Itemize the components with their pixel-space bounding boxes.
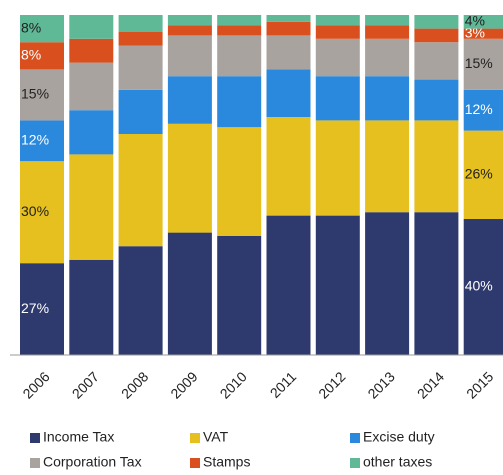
bar-segment: [266, 69, 311, 117]
bar-segment: [414, 15, 459, 29]
bar-segment: [463, 38, 503, 90]
bar-segment: [118, 89, 163, 134]
x-tick-label: 2011: [267, 368, 300, 401]
x-tick-label: 2009: [167, 368, 200, 401]
bar-segment: [315, 215, 360, 355]
data-label: 15%: [465, 55, 493, 71]
x-tick-label: 2007: [69, 368, 102, 401]
bar-segment: [414, 28, 459, 43]
bar-segment: [463, 130, 503, 219]
bar-segment: [20, 263, 64, 355]
legend-swatch: [190, 433, 200, 443]
bar-segment: [463, 89, 503, 131]
bar-segment: [365, 38, 410, 77]
data-label: 30%: [21, 203, 49, 219]
bar-segment: [365, 15, 410, 26]
bar-segment: [118, 15, 163, 32]
bar-segment: [118, 32, 163, 46]
bar-segment: [365, 120, 410, 213]
bar-segment: [167, 123, 212, 233]
bar-segment: [69, 259, 114, 355]
bar-segment: [217, 15, 262, 26]
data-label: 40%: [465, 278, 493, 294]
bar-segment: [69, 154, 114, 260]
x-tick-label: 2006: [19, 368, 52, 401]
data-label: 8%: [21, 19, 41, 35]
data-label: 12%: [21, 132, 49, 148]
bar-segment: [365, 212, 410, 355]
x-tick-label: 2008: [118, 368, 151, 401]
bar-segment: [315, 25, 360, 39]
bar-segment: [414, 212, 459, 355]
bar-segment: [20, 69, 64, 121]
bar-segment: [414, 42, 459, 80]
bar-segment: [266, 21, 311, 36]
bar-segment: [463, 15, 503, 29]
legend-swatch: [190, 458, 200, 468]
x-tick-label: 2010: [217, 368, 250, 401]
legend-label: Excise duty: [363, 429, 435, 445]
bar-segment: [167, 35, 212, 77]
bar-segment: [69, 15, 114, 39]
bar-segment: [463, 219, 503, 355]
data-label: 12%: [465, 101, 493, 117]
bar-segment: [315, 15, 360, 26]
legend-swatch: [350, 458, 360, 468]
bar-segment: [167, 232, 212, 355]
bar-segment: [217, 25, 262, 36]
bar-segment: [315, 38, 360, 77]
x-tick-label: 2015: [463, 368, 496, 401]
bar-segment: [118, 134, 163, 247]
bar-segment: [365, 76, 410, 121]
legend-label: Income Tax: [43, 429, 114, 445]
bar-segment: [217, 76, 262, 128]
data-label: 27%: [21, 300, 49, 316]
legend-label: VAT: [203, 429, 229, 445]
bar-segment: [167, 76, 212, 124]
bar-segment: [20, 15, 64, 43]
legend-swatch: [30, 433, 40, 443]
bar-segment: [20, 120, 64, 162]
bar-segment: [414, 79, 459, 121]
bar-segment: [20, 161, 64, 264]
bar-segment: [266, 215, 311, 355]
bar-segment: [69, 38, 114, 63]
bar-segment: [69, 110, 114, 155]
legend-swatch: [350, 433, 360, 443]
bar-segment: [167, 25, 212, 36]
data-label: 15%: [21, 86, 49, 102]
bar-segment: [266, 35, 311, 70]
bar-segment: [266, 15, 311, 22]
bar-segment: [118, 246, 163, 355]
bar-segment: [118, 45, 163, 90]
bar-segment: [217, 35, 262, 77]
x-tick-label: 2014: [414, 368, 447, 401]
legend-label: other taxes: [363, 454, 432, 470]
bar-segment: [315, 76, 360, 121]
legend-label: Corporation Tax: [43, 454, 142, 470]
bar-segment: [69, 62, 114, 111]
bar-segment: [463, 28, 503, 39]
legend-swatch: [30, 458, 40, 468]
bar-segment: [217, 127, 262, 236]
x-tick-label: 2013: [364, 368, 397, 401]
data-label: 26%: [465, 166, 493, 182]
x-tick-label: 2012: [315, 368, 348, 401]
bar-segment: [167, 15, 212, 26]
bar-segment: [315, 120, 360, 216]
bar-segment: [266, 117, 311, 216]
bar-segment: [365, 25, 410, 39]
data-label: 8%: [21, 47, 41, 63]
bar-segment: [20, 42, 64, 70]
bar-segment: [217, 236, 262, 355]
legend-label: Stamps: [203, 454, 250, 470]
data-label: 4%: [465, 13, 485, 29]
bar-segment: [414, 120, 459, 213]
